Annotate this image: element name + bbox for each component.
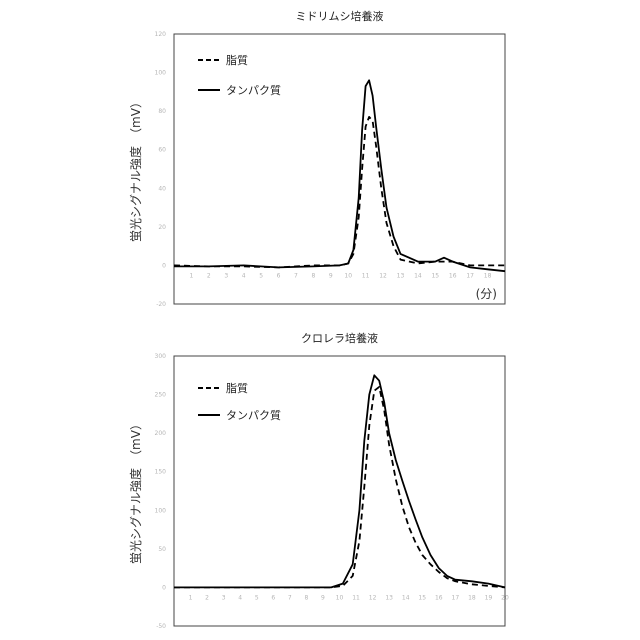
x-tick-label: 11 (362, 272, 370, 279)
x-tick-label: 8 (304, 594, 308, 601)
x-tick-label: 9 (321, 594, 325, 601)
y-tick-label: 0 (162, 584, 166, 591)
x-tick-label: 16 (449, 272, 457, 279)
x-tick-label: 17 (452, 594, 460, 601)
x-tick-label: 11 (352, 594, 360, 601)
y-tick-label: 120 (155, 31, 167, 38)
x-tick-label: 1 (190, 272, 194, 279)
x-tick-label: 7 (294, 272, 298, 279)
y-axis-label: 蛍光シグナル強度 （mV） (128, 418, 143, 564)
x-tick-label: 4 (242, 272, 246, 279)
x-tick-label: 19 (485, 594, 493, 601)
y-tick-label: 40 (158, 185, 166, 192)
chart-title: ミドリムシ培養液 (296, 9, 384, 23)
y-tick-label: 150 (155, 469, 167, 476)
x-tick-label: 4 (238, 594, 242, 601)
y-tick-label: 100 (155, 507, 167, 514)
x-tick-label: 2 (207, 272, 211, 279)
x-tick-label: 2 (205, 594, 209, 601)
x-tick-label: 16 (435, 594, 443, 601)
series-line-protein (174, 375, 505, 587)
x-tick-label: 1 (189, 594, 193, 601)
x-tick-label: 20 (501, 594, 509, 601)
x-tick-label: 17 (466, 272, 474, 279)
x-tick-label: 8 (311, 272, 315, 279)
series-line-lipid (174, 117, 505, 268)
series-line-lipid (174, 387, 505, 588)
x-tick-label: 10 (344, 272, 352, 279)
x-tick-label: 14 (414, 272, 422, 279)
y-tick-label: 300 (155, 353, 167, 360)
x-tick-label: 10 (336, 594, 344, 601)
plot-frame (174, 34, 505, 304)
y-tick-label: 60 (158, 147, 166, 154)
y-tick-label: 80 (158, 108, 166, 115)
chart-panel-1: ミドリムシ培養液-2002040608010012012345678910111… (128, 9, 505, 308)
y-tick-label: 200 (155, 430, 167, 437)
x-unit-label: (分) (476, 287, 497, 301)
y-tick-label: 250 (155, 392, 167, 399)
chart-panel-2: クロレラ培養液-50050100150200250300123456789101… (128, 331, 509, 630)
legend-label: タンパク質 (226, 83, 281, 97)
x-tick-label: 13 (397, 272, 405, 279)
x-tick-label: 13 (385, 594, 393, 601)
y-tick-label: -50 (156, 623, 166, 630)
x-tick-label: 3 (224, 272, 228, 279)
series-line-protein (174, 80, 505, 271)
legend-label: タンパク質 (226, 408, 281, 422)
x-tick-label: 18 (484, 272, 492, 279)
x-tick-label: 5 (259, 272, 263, 279)
x-tick-label: 18 (468, 594, 476, 601)
x-tick-label: 14 (402, 594, 410, 601)
y-tick-label: 100 (155, 70, 167, 77)
legend-label: 脂質 (226, 381, 248, 395)
x-tick-label: 15 (418, 594, 426, 601)
x-tick-label: 9 (329, 272, 333, 279)
x-tick-label: 6 (271, 594, 275, 601)
y-tick-label: -20 (156, 301, 166, 308)
x-tick-label: 3 (222, 594, 226, 601)
y-axis-label: 蛍光シグナル強度 （mV） (128, 96, 143, 242)
x-tick-label: 5 (255, 594, 259, 601)
chart-title: クロレラ培養液 (301, 331, 378, 345)
x-tick-label: 12 (369, 594, 377, 601)
x-tick-label: 12 (379, 272, 387, 279)
y-tick-label: 50 (158, 546, 166, 553)
legend-label: 脂質 (226, 53, 248, 67)
x-tick-label: 7 (288, 594, 292, 601)
y-tick-label: 0 (162, 262, 166, 269)
x-tick-label: 15 (431, 272, 439, 279)
x-tick-label: 6 (277, 272, 281, 279)
y-tick-label: 20 (158, 224, 166, 231)
